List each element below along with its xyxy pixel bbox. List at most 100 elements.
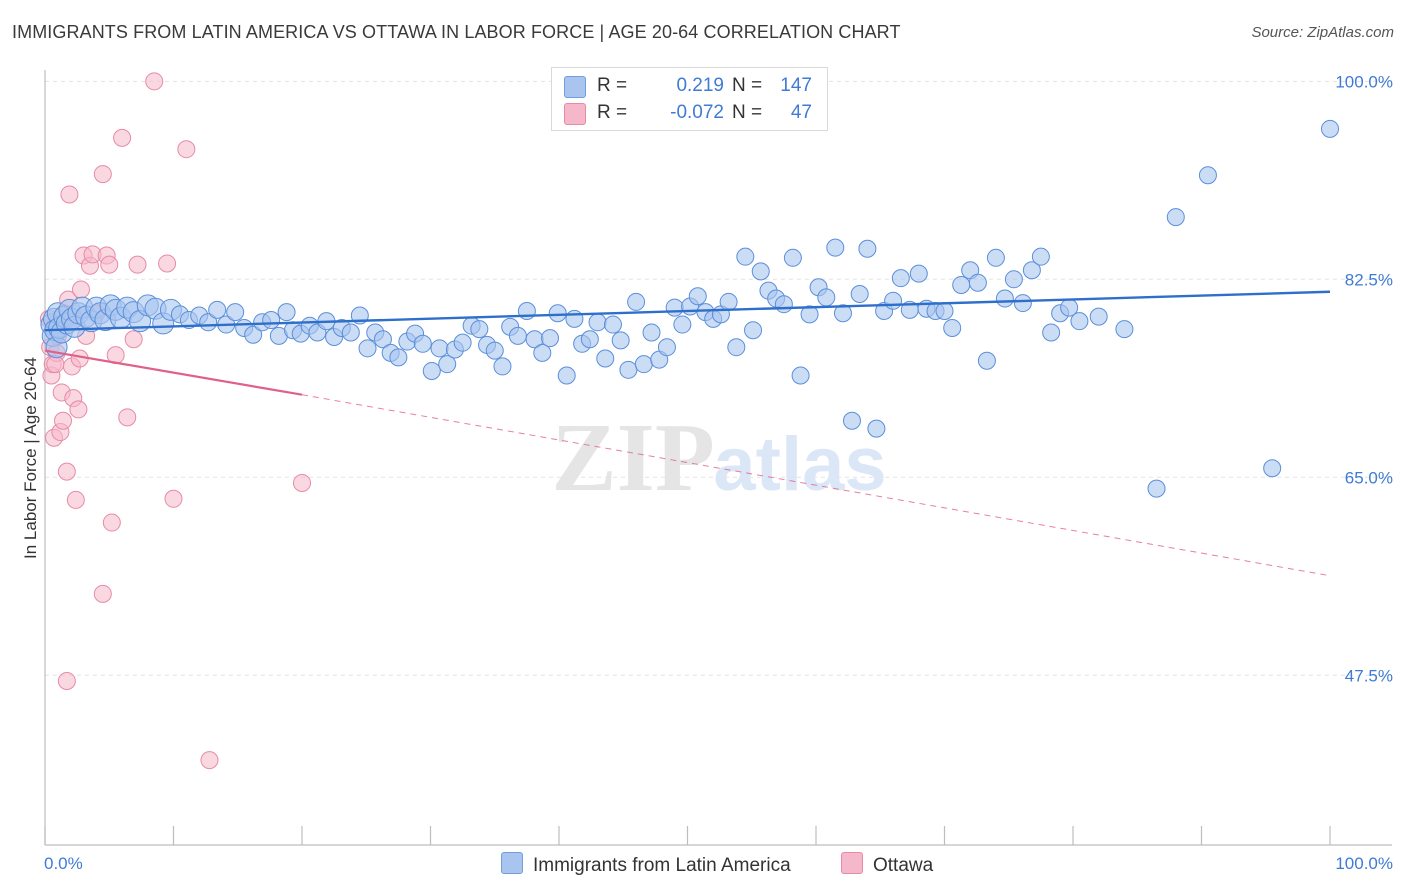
source-label: Source: ZipAtlas.com bbox=[1251, 24, 1394, 41]
data-point-latin-america bbox=[548, 304, 567, 323]
data-point-ottawa bbox=[57, 462, 76, 481]
legend-swatch-pink bbox=[564, 103, 586, 125]
data-point-latin-america bbox=[858, 239, 877, 258]
data-point-latin-america bbox=[884, 291, 903, 310]
data-point-ottawa bbox=[60, 185, 79, 204]
data-point-latin-america bbox=[1004, 270, 1023, 289]
data-point-latin-america bbox=[541, 329, 560, 348]
legend-swatch-blue bbox=[564, 76, 586, 98]
data-point-latin-america bbox=[1263, 459, 1282, 478]
data-point-latin-america bbox=[1147, 479, 1166, 498]
data-point-latin-america bbox=[244, 325, 263, 344]
data-point-latin-america bbox=[588, 313, 607, 332]
data-point-latin-america bbox=[226, 303, 245, 322]
data-point-latin-america bbox=[1089, 307, 1108, 326]
data-point-ottawa bbox=[53, 411, 72, 430]
data-point-latin-america bbox=[736, 247, 755, 266]
data-point-latin-america bbox=[688, 287, 707, 306]
data-point-latin-america bbox=[508, 326, 527, 345]
axes bbox=[44, 70, 1392, 846]
data-point-latin-america bbox=[389, 348, 408, 367]
data-point-latin-america bbox=[262, 311, 281, 330]
series-legend-item-ottawa: Ottawa bbox=[841, 852, 933, 877]
data-point-latin-america bbox=[596, 349, 615, 368]
data-point-latin-america bbox=[1321, 119, 1339, 138]
data-point-latin-america bbox=[533, 343, 552, 362]
data-point-latin-america bbox=[565, 309, 584, 328]
data-point-latin-america bbox=[470, 320, 489, 339]
legend-r-value: 0.219 bbox=[676, 75, 724, 96]
data-point-latin-america bbox=[1070, 312, 1089, 331]
data-point-ottawa bbox=[66, 490, 85, 509]
data-point-ottawa bbox=[200, 751, 219, 770]
legend-r-label: R = bbox=[597, 102, 628, 123]
watermark: ZIP atlas bbox=[551, 404, 886, 512]
data-point-ottawa bbox=[46, 355, 65, 374]
legend-n-label: N = bbox=[732, 102, 763, 123]
data-point-latin-america bbox=[952, 275, 971, 294]
data-point-latin-america bbox=[657, 338, 676, 357]
data-point-latin-america bbox=[485, 341, 504, 360]
chart-title: IMMIGRANTS FROM LATIN AMERICA VS OTTAWA … bbox=[12, 22, 901, 42]
data-point-latin-america bbox=[751, 262, 770, 281]
data-point-latin-america bbox=[611, 331, 630, 350]
data-point-latin-america bbox=[833, 304, 852, 323]
data-point-latin-america bbox=[977, 351, 996, 370]
data-point-latin-america bbox=[968, 273, 987, 292]
data-point-latin-america bbox=[341, 323, 360, 342]
series-legend-item-latin-america: Immigrants from Latin America bbox=[501, 852, 791, 877]
trend-line-latin-america bbox=[44, 290, 1331, 332]
series-swatch-pink bbox=[841, 852, 863, 874]
data-point-latin-america bbox=[909, 264, 928, 283]
data-point-ottawa bbox=[177, 140, 196, 159]
data-point-latin-america bbox=[634, 355, 653, 374]
series-legend-label: Ottawa bbox=[873, 855, 934, 876]
data-point-latin-america bbox=[727, 338, 746, 357]
data-point-latin-america bbox=[208, 300, 227, 319]
data-point-latin-america bbox=[1115, 320, 1134, 339]
x-tick-label: 0.0% bbox=[44, 854, 83, 873]
data-point-latin-america bbox=[943, 318, 962, 337]
series-legend-label: Immigrants from Latin America bbox=[533, 855, 791, 876]
data-point-latin-america bbox=[453, 333, 472, 352]
data-point-latin-america bbox=[800, 305, 819, 324]
series-legend: Immigrants from Latin America Ottawa bbox=[0, 852, 1406, 878]
data-point-ottawa bbox=[69, 400, 88, 419]
data-point-latin-america bbox=[719, 292, 738, 311]
data-point-latin-america bbox=[277, 303, 296, 322]
trend-line-ottawa bbox=[44, 349, 303, 396]
data-point-latin-america bbox=[817, 288, 836, 307]
data-point-latin-america bbox=[744, 321, 763, 340]
y-axis-label: In Labor Force | Age 20-64 bbox=[21, 357, 40, 559]
data-point-latin-america bbox=[986, 248, 1005, 267]
data-point-latin-america bbox=[580, 330, 599, 349]
data-point-latin-america bbox=[791, 366, 810, 385]
data-point-latin-america bbox=[995, 289, 1014, 308]
data-point-latin-america bbox=[557, 366, 576, 385]
data-point-ottawa bbox=[102, 513, 121, 532]
data-point-latin-america bbox=[1031, 247, 1050, 266]
data-point-ottawa bbox=[57, 671, 76, 690]
legend-n-value: 47 bbox=[790, 102, 812, 123]
data-point-ottawa bbox=[128, 255, 147, 274]
y-tick-label: 65.0% bbox=[1345, 468, 1393, 487]
data-point-ottawa bbox=[145, 72, 164, 91]
data-point-latin-america bbox=[422, 361, 441, 380]
data-point-latin-america bbox=[826, 238, 845, 257]
data-point-latin-america bbox=[438, 355, 457, 374]
data-point-latin-america bbox=[642, 323, 661, 342]
data-point-latin-america bbox=[373, 330, 392, 349]
data-point-latin-america bbox=[413, 334, 432, 353]
data-point-latin-america bbox=[627, 292, 646, 311]
data-point-latin-america bbox=[891, 269, 910, 288]
data-point-latin-america bbox=[603, 315, 622, 334]
data-point-latin-america bbox=[430, 339, 449, 358]
legend-r-value: -0.072 bbox=[670, 102, 724, 123]
x-tick-label: 100.0% bbox=[1335, 854, 1393, 873]
watermark-zip: ZIP bbox=[551, 404, 714, 512]
stats-legend: R = 0.219 N = 147 R = -0.072 N = 47 bbox=[551, 67, 828, 131]
data-point-latin-america bbox=[493, 357, 512, 376]
data-point-latin-america bbox=[619, 360, 638, 379]
data-point-latin-america bbox=[1198, 166, 1217, 185]
